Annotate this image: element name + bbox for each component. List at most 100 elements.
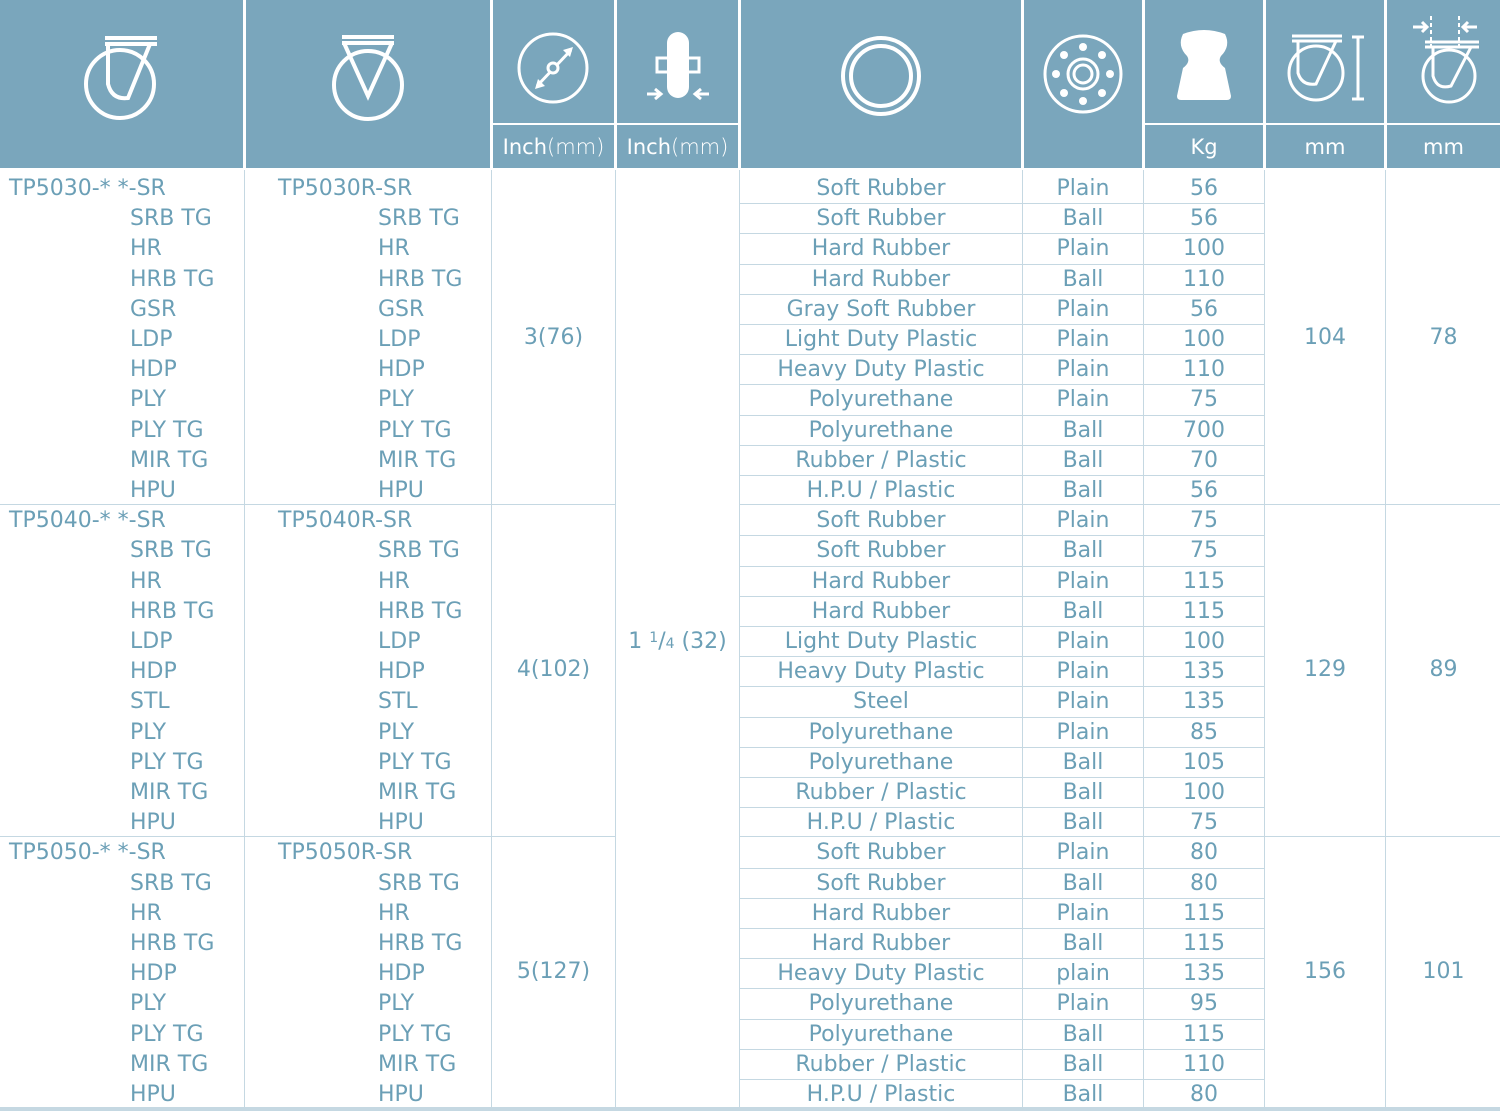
bearing-cell: Plain — [1056, 719, 1110, 745]
swivel-model-code: HRB TG — [130, 266, 215, 292]
load-cell: 80 — [1190, 870, 1218, 896]
swivel-model-code: PLY TG — [130, 1021, 204, 1047]
load-cell: 56 — [1190, 478, 1218, 503]
bearing-cell: Ball — [1062, 1051, 1104, 1077]
row-divider — [739, 263, 1265, 265]
material-cell: H.P.U / Plastic — [806, 1082, 956, 1107]
swivel-offset-icon — [1413, 16, 1479, 104]
column-divider — [491, 170, 492, 1107]
material-cell: H.P.U / Plastic — [806, 810, 956, 836]
material-cell: H.P.U / Plastic — [806, 478, 956, 503]
bearing-cell: Plain — [1056, 659, 1110, 685]
rigid-model-code: HRB TG — [378, 266, 463, 292]
load-cell: 115 — [1183, 900, 1225, 926]
swivel-model-head: TP5030-* *-SR — [9, 176, 166, 201]
material-cell: Polyurethane — [808, 387, 954, 413]
material-cell: Hard Rubber — [811, 266, 951, 292]
rigid-model-code: SRB TG — [378, 206, 460, 232]
bearing-cell: Ball — [1062, 1082, 1104, 1107]
bearing-cell: Plain — [1056, 508, 1110, 534]
bearing-cell: Plain — [1056, 387, 1110, 413]
row-divider — [739, 656, 1265, 658]
material-cell: Soft Rubber — [816, 538, 946, 564]
rigid-model-code: HPU — [378, 1082, 424, 1107]
tread-material-icon — [841, 36, 921, 116]
material-cell: Soft Rubber — [816, 206, 946, 232]
header-swivel-model — [0, 0, 243, 168]
rigid-caster-icon — [332, 35, 404, 121]
swivel-model-code: HDP — [130, 961, 177, 987]
rigid-model-code: HRB TG — [378, 931, 463, 956]
swivel-model-code: MIR TG — [130, 780, 209, 805]
bearing-cell: Plain — [1056, 176, 1110, 201]
bearing-cell: Ball — [1062, 870, 1104, 896]
row-divider — [739, 1079, 1265, 1080]
column-divider — [615, 170, 616, 1107]
rigid-model-head: TP5030R-SR — [278, 176, 413, 201]
swivel-model-code: SRB TG — [130, 206, 212, 232]
load-cell: 110 — [1183, 357, 1225, 383]
bearing-cell: Plain — [1056, 296, 1110, 322]
row-divider — [739, 626, 1265, 627]
load-capacity-icon — [1177, 30, 1231, 100]
load-cell: 56 — [1190, 176, 1218, 201]
column-divider — [1022, 170, 1023, 1107]
swivel-model-code: SRB TG — [130, 870, 212, 896]
row-divider — [739, 686, 1265, 688]
material-cell: Light Duty Plastic — [784, 327, 978, 352]
bearing-cell: Ball — [1062, 749, 1104, 775]
width-value-denominator: 4 — [665, 636, 675, 652]
material-cell: Polyurethane — [808, 417, 954, 443]
swivel-offset-value: 89 — [1429, 657, 1458, 683]
column-divider — [1143, 170, 1144, 1107]
material-cell: Soft Rubber — [816, 870, 946, 896]
row-divider — [739, 928, 1265, 929]
row-divider — [739, 1018, 1265, 1020]
material-cell: Soft Rubber — [816, 840, 946, 866]
swivel-offset-value: 78 — [1429, 325, 1458, 351]
rigid-model-code: HPU — [378, 810, 424, 836]
load-cell: 80 — [1190, 840, 1218, 866]
bearing-cell: Plain — [1056, 840, 1110, 866]
load-cell: 85 — [1190, 719, 1218, 745]
column-divider — [244, 170, 245, 1107]
group-divider — [0, 504, 615, 506]
rigid-model-code: PLY TG — [378, 1021, 452, 1047]
height-unit: mm — [1266, 123, 1384, 168]
bearing-cell: Ball — [1062, 1021, 1104, 1047]
load-cell: 75 — [1190, 538, 1218, 564]
load-cell: 100 — [1183, 780, 1225, 805]
diameter-unit-mm: (mm) — [547, 135, 605, 159]
swivel-model-code: PLY — [130, 991, 167, 1017]
material-cell: Heavy Duty Plastic — [777, 659, 985, 685]
material-cell: Heavy Duty Plastic — [777, 357, 985, 383]
swivel-model-code: GSR — [130, 296, 177, 322]
load-cell: 110 — [1183, 1051, 1225, 1077]
header-diameter: Inch(mm) — [493, 0, 614, 168]
swivel-model-code: HDP — [130, 659, 177, 685]
rigid-model-code: HR — [378, 900, 410, 926]
load-cell: 100 — [1183, 236, 1225, 262]
rigid-model-code: SRB TG — [378, 538, 460, 564]
row-divider — [739, 565, 1265, 567]
swivel-model-code: HPU — [130, 478, 176, 503]
row-divider — [739, 384, 1265, 386]
table-bottom-rule — [0, 1107, 1500, 1111]
material-cell: Soft Rubber — [816, 176, 946, 201]
row-divider — [739, 777, 1265, 778]
rigid-model-code: HPU — [378, 478, 424, 503]
load-cell: 75 — [1190, 387, 1218, 413]
bearing-cell: Plain — [1056, 568, 1110, 594]
rigid-model-code: HRB TG — [378, 598, 463, 624]
rigid-model-code: SRB TG — [378, 870, 460, 896]
bearing-cell: Ball — [1062, 417, 1104, 443]
load-cell: 135 — [1183, 659, 1225, 685]
swivel-offset-value: 101 — [1422, 959, 1465, 985]
row-divider — [739, 233, 1265, 235]
bearing-cell: plain — [1056, 961, 1110, 987]
load-cell: 75 — [1190, 508, 1218, 534]
width-value-whole: 1 — [628, 629, 650, 654]
material-cell: Polyurethane — [808, 1021, 954, 1047]
rigid-model-code: MIR TG — [378, 780, 457, 805]
rigid-model-code: PLY TG — [378, 749, 452, 775]
